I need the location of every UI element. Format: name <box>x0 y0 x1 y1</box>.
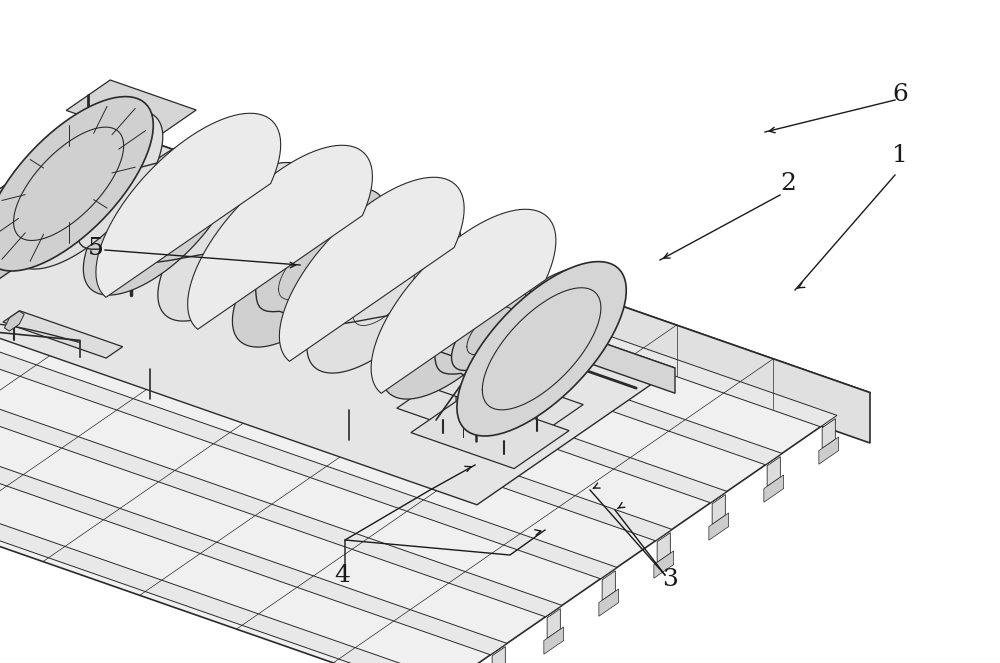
Polygon shape <box>117 247 145 275</box>
Polygon shape <box>158 162 312 321</box>
Polygon shape <box>0 173 116 335</box>
Text: 4: 4 <box>334 564 350 587</box>
Polygon shape <box>0 123 96 477</box>
Polygon shape <box>431 314 549 373</box>
Polygon shape <box>544 627 564 654</box>
Polygon shape <box>0 97 153 271</box>
Text: 3: 3 <box>662 568 678 591</box>
Polygon shape <box>116 173 675 393</box>
Polygon shape <box>3 311 123 358</box>
Polygon shape <box>492 646 505 663</box>
Polygon shape <box>0 335 562 617</box>
Polygon shape <box>117 159 145 187</box>
Polygon shape <box>117 214 145 241</box>
Polygon shape <box>307 215 461 373</box>
Polygon shape <box>47 145 837 427</box>
Polygon shape <box>452 291 528 371</box>
Polygon shape <box>599 589 619 616</box>
Polygon shape <box>0 373 507 655</box>
Polygon shape <box>764 475 784 503</box>
Polygon shape <box>822 418 835 448</box>
Polygon shape <box>0 221 727 503</box>
Polygon shape <box>0 184 782 465</box>
Polygon shape <box>712 495 725 524</box>
Polygon shape <box>657 532 670 562</box>
Polygon shape <box>602 571 615 600</box>
Polygon shape <box>654 551 674 578</box>
Polygon shape <box>411 394 569 469</box>
Polygon shape <box>117 147 145 174</box>
Polygon shape <box>0 259 672 541</box>
Polygon shape <box>397 363 583 450</box>
Polygon shape <box>4 311 24 331</box>
Polygon shape <box>83 137 237 295</box>
Polygon shape <box>547 609 560 638</box>
Text: 2: 2 <box>780 172 796 194</box>
Polygon shape <box>9 111 163 269</box>
Polygon shape <box>456 267 610 425</box>
Polygon shape <box>188 145 372 330</box>
Text: 1: 1 <box>892 143 908 166</box>
Polygon shape <box>0 298 617 579</box>
Polygon shape <box>0 123 870 663</box>
Polygon shape <box>767 457 780 487</box>
Polygon shape <box>96 123 870 443</box>
Polygon shape <box>77 126 542 388</box>
Polygon shape <box>279 177 464 361</box>
Polygon shape <box>371 210 556 393</box>
Polygon shape <box>0 173 675 505</box>
Polygon shape <box>66 80 196 141</box>
Polygon shape <box>819 437 839 464</box>
Polygon shape <box>0 412 452 663</box>
Polygon shape <box>232 188 386 347</box>
Text: 6: 6 <box>892 82 908 105</box>
Polygon shape <box>709 513 729 540</box>
Polygon shape <box>117 180 145 208</box>
Polygon shape <box>425 355 555 416</box>
Polygon shape <box>381 241 535 399</box>
Polygon shape <box>96 113 281 297</box>
Polygon shape <box>457 262 626 436</box>
Text: 5: 5 <box>88 237 104 259</box>
